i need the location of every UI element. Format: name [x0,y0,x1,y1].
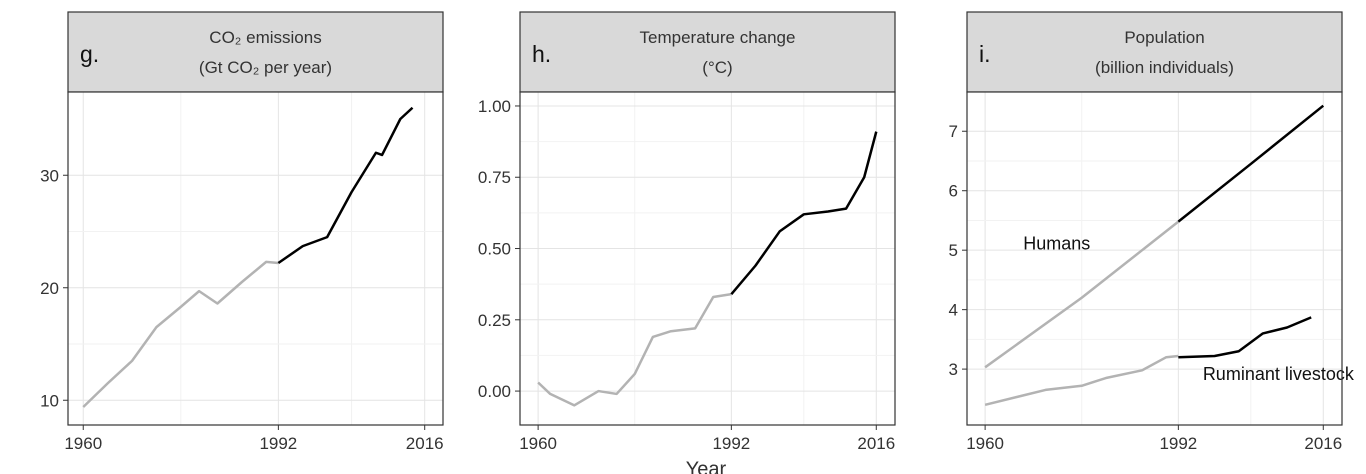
line [730,131,878,295]
x-tick-label: 2016 [1304,434,1342,453]
panel-label: g. [80,41,99,67]
line [277,106,414,265]
y-tick-label: 0.75 [478,168,511,187]
y-tick-label: 4 [949,301,958,320]
x-tick-label: 2016 [857,434,895,453]
y-tick-label: 0.50 [478,240,511,259]
x-tick-label: 1992 [259,434,297,453]
series-label: Ruminant livestock [1203,364,1355,384]
plot-area [68,92,443,425]
x-tick-label: 2016 [406,434,444,453]
line [984,220,1180,369]
y-tick-label: 0.00 [478,382,511,401]
panel-label: h. [532,41,551,67]
x-tick-label: 1960 [966,434,1004,453]
panel-title: (billion individuals) [1095,58,1234,77]
line [537,292,732,407]
y-tick-label: 7 [949,122,958,141]
strip [67,11,444,93]
plot-border [67,91,444,426]
y-tick-label: 0.25 [478,311,511,330]
y-tick-label: 3 [949,360,958,379]
x-tick-label: 1960 [64,434,102,453]
x-tick-label: 1992 [1159,434,1197,453]
y-tick-label: 6 [949,182,958,201]
panel-title: Temperature change [640,28,796,47]
line [82,260,279,408]
panel-label: i. [979,41,991,67]
panel-title: (°C) [702,58,732,77]
plot-border [519,91,896,426]
line [1177,104,1325,223]
x-tick-label: 1960 [519,434,557,453]
y-tick-label: 30 [40,166,59,185]
line [984,354,1179,406]
panel-title: (Gt CO₂ per year) [199,58,332,77]
panel-title: Population [1124,28,1204,47]
strip [519,11,896,93]
y-tick-label: 20 [40,279,59,298]
strip [966,11,1343,93]
y-tick-label: 10 [40,391,59,410]
plot-area [520,92,895,425]
series-label: Humans [1023,234,1090,254]
line [1178,316,1312,359]
x-axis-label: Year [686,459,727,474]
plot-border [966,91,1343,426]
panel-title: CO₂ emissions [209,28,321,47]
x-tick-label: 1992 [712,434,750,453]
y-tick-label: 1.00 [478,97,511,116]
y-tick-label: 5 [949,241,958,260]
